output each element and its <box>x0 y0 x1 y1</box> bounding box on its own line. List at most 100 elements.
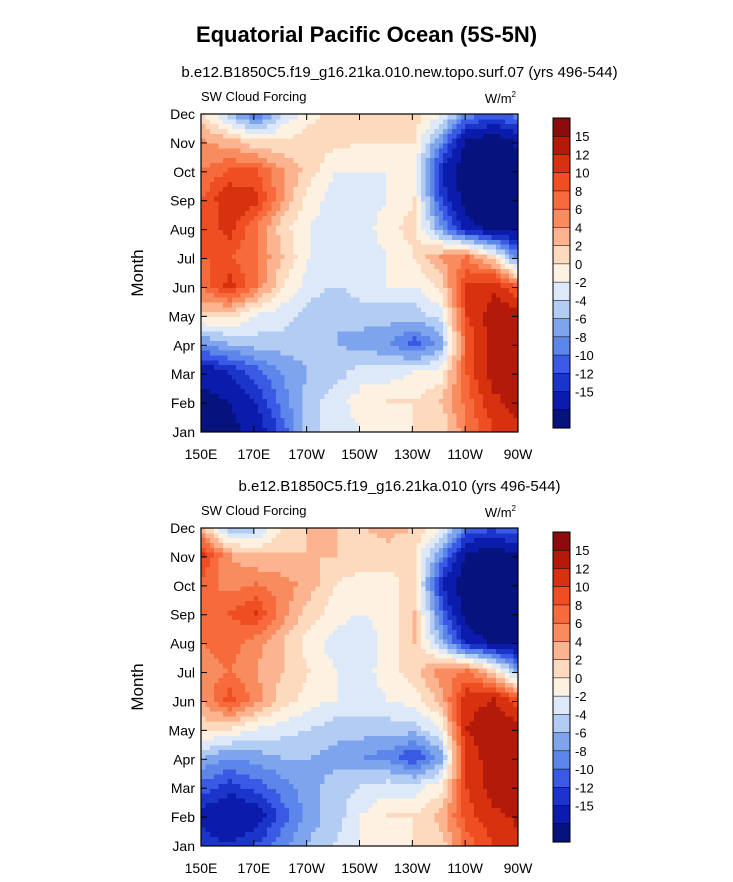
heatmap-cell <box>513 128 519 134</box>
heatmap-cell <box>447 224 453 231</box>
heatmap-cell <box>495 354 501 361</box>
heatmap-cell <box>302 374 308 380</box>
heatmap-cell <box>253 133 259 139</box>
heatmap-cell <box>429 128 435 134</box>
heatmap-cell <box>249 403 255 409</box>
heatmap-cell <box>293 215 299 221</box>
heatmap-cell <box>421 152 427 158</box>
heatmap-cell <box>306 191 312 197</box>
heatmap-cell <box>271 398 277 404</box>
heatmap-cell <box>355 379 361 385</box>
heatmap-cell <box>385 118 391 125</box>
heatmap-cell <box>363 114 369 120</box>
heatmap-cell <box>324 379 330 385</box>
heatmap-cell <box>429 407 435 414</box>
heatmap-cell <box>443 200 449 207</box>
heatmap-cell <box>399 282 405 289</box>
heatmap-cell <box>236 301 242 308</box>
heatmap-cell <box>390 128 396 134</box>
heatmap-cell <box>267 142 273 149</box>
heatmap-cell <box>451 403 457 409</box>
heatmap-cell <box>267 191 273 197</box>
heatmap-cell <box>372 210 378 216</box>
heatmap-cell <box>302 841 308 847</box>
heatmap-cell <box>249 306 255 313</box>
heatmap-cell <box>319 287 325 293</box>
heatmap-cell <box>284 383 290 390</box>
heatmap-cell <box>297 412 303 419</box>
heatmap-cell <box>262 292 268 298</box>
heatmap-cell <box>412 215 418 221</box>
heatmap-cell <box>429 412 435 419</box>
units-label: W/m2 <box>485 504 517 520</box>
heatmap-cell <box>341 138 347 144</box>
heatmap-cell <box>328 407 334 414</box>
heatmap-cell <box>509 181 515 187</box>
heatmap-cell <box>447 412 453 419</box>
heatmap-cell <box>324 422 330 428</box>
heatmap-cell <box>425 340 431 346</box>
heatmap-cell <box>390 383 396 390</box>
heatmap-cell <box>368 383 374 390</box>
heatmap-cell <box>306 311 312 317</box>
heatmap-cell <box>258 224 264 231</box>
heatmap-cell <box>284 210 290 216</box>
heatmap-cell <box>346 162 352 168</box>
heatmap-cell <box>487 417 493 423</box>
heatmap-cell <box>399 268 405 274</box>
heatmap-cell <box>377 186 383 192</box>
heatmap-cell <box>324 374 330 380</box>
heatmap-cell <box>249 374 255 380</box>
heatmap-cell <box>223 330 229 337</box>
heatmap-cell <box>289 118 295 125</box>
heatmap-cell <box>421 306 427 313</box>
heatmap-cell <box>205 383 211 390</box>
heatmap-cell <box>231 403 237 409</box>
heatmap-cell <box>421 176 427 183</box>
heatmap-cell <box>227 142 233 149</box>
heatmap-cell <box>355 200 361 207</box>
heatmap-cell <box>214 142 220 149</box>
heatmap-cell <box>245 836 251 842</box>
heatmap-cell <box>421 350 427 356</box>
heatmap-cell <box>311 277 317 284</box>
heatmap-cell <box>341 210 347 216</box>
heatmap-cell <box>385 142 391 149</box>
heatmap-cell <box>447 330 453 337</box>
heatmap-cell <box>311 229 317 236</box>
heatmap-cell <box>333 152 339 158</box>
heatmap-cell <box>394 157 400 163</box>
heatmap-cell <box>293 301 299 308</box>
heatmap-cell <box>337 282 343 289</box>
heatmap-cell <box>513 162 519 168</box>
heatmap-cell <box>451 118 457 125</box>
heatmap-cell <box>306 836 312 842</box>
heatmap-cell <box>500 350 506 356</box>
heatmap-cell <box>315 224 321 231</box>
heatmap-cell <box>280 162 286 168</box>
heatmap-cell <box>311 350 317 356</box>
heatmap-cell <box>236 123 242 130</box>
heatmap-cell <box>381 306 387 313</box>
heatmap-cell <box>438 200 444 207</box>
heatmap-cell <box>341 422 347 428</box>
heatmap-cell <box>214 176 220 183</box>
heatmap-cell <box>311 326 317 332</box>
heatmap-cell <box>416 195 422 202</box>
heatmap-cell <box>394 311 400 317</box>
heatmap-cell <box>218 417 224 423</box>
heatmap-cell <box>302 407 308 414</box>
heatmap-cell <box>337 138 343 144</box>
heatmap-cell <box>504 393 510 399</box>
heatmap-cell <box>227 181 233 187</box>
heatmap-cell <box>438 162 444 168</box>
heatmap-cell <box>223 162 229 168</box>
heatmap-cell <box>469 268 475 274</box>
heatmap-cell <box>350 340 356 346</box>
heatmap-cell <box>434 422 440 428</box>
heatmap-cell <box>390 422 396 428</box>
heatmap-cell <box>491 364 497 370</box>
heatmap-cell <box>319 176 325 183</box>
heatmap-cell <box>293 345 299 351</box>
heatmap-cell <box>377 369 383 375</box>
